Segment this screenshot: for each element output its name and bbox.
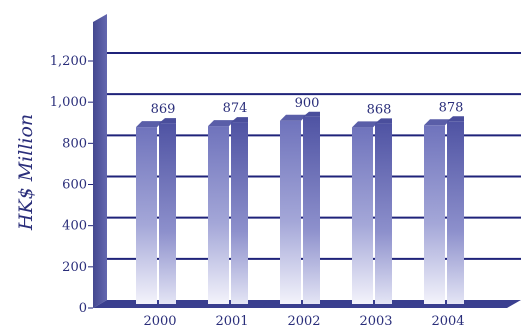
bar-front <box>280 120 301 304</box>
bar-value-label: 874 <box>223 101 248 116</box>
bar <box>132 118 198 308</box>
bar-side-top <box>303 111 320 117</box>
bar-top <box>352 121 379 128</box>
y-axis-wall <box>93 14 107 308</box>
x-tick-label: 2000 <box>143 314 176 327</box>
x-tick-label: 2002 <box>287 314 320 327</box>
bar-side-top <box>375 118 392 124</box>
bar-side <box>303 116 320 304</box>
bar-value-label: 869 <box>151 102 176 117</box>
bar <box>204 117 270 308</box>
x-tick-label: 2001 <box>215 314 248 327</box>
y-tick-label: 200 <box>62 260 87 275</box>
bar-front <box>424 125 445 304</box>
bar-side <box>447 121 464 304</box>
bar-side <box>375 123 392 304</box>
bar-side-top <box>447 116 464 122</box>
bar-side <box>231 122 248 304</box>
bar-front <box>352 127 373 304</box>
bar <box>348 118 414 308</box>
bar-side-top <box>231 117 248 123</box>
bar-side-top <box>159 118 176 124</box>
x-tick-label: 2004 <box>431 314 464 327</box>
bar-top <box>208 120 235 127</box>
bar <box>276 111 342 308</box>
bar-top <box>136 121 163 128</box>
bar-front <box>208 126 229 304</box>
bar-top <box>280 114 307 121</box>
bar-value-label: 878 <box>439 100 464 115</box>
y-tick-label: 800 <box>62 136 87 151</box>
y-tick-label: 0 <box>79 301 87 316</box>
x-tick-label: 2003 <box>359 314 392 327</box>
bar-side <box>159 123 176 305</box>
y-tick-label: 1,000 <box>50 95 87 110</box>
bar <box>420 116 486 308</box>
y-tick-label: 1,200 <box>50 54 87 69</box>
y-axis-label: HK$ Million <box>15 114 37 231</box>
bar-top <box>424 119 451 126</box>
bar-value-label: 900 <box>295 96 320 111</box>
y-tick-label: 400 <box>62 219 87 234</box>
bar-front <box>136 127 157 305</box>
bar-value-label: 868 <box>367 102 392 117</box>
y-tick-label: 600 <box>62 178 87 193</box>
